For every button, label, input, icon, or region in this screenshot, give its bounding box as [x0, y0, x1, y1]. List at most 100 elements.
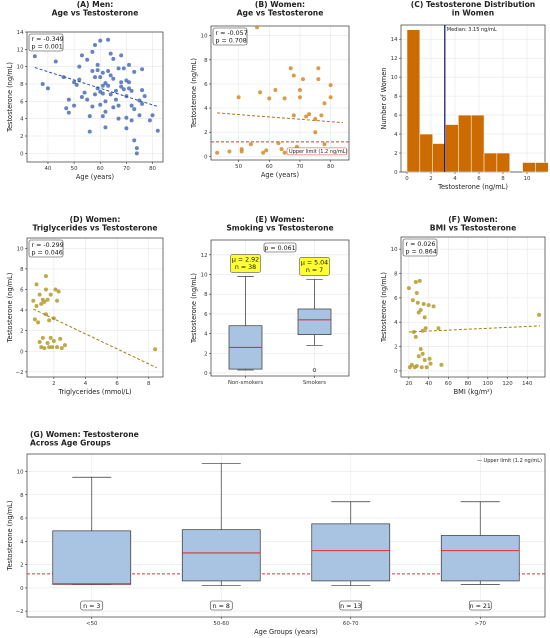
x-tick-label: 6 [115, 381, 119, 387]
data-point [37, 292, 42, 297]
stats-box [28, 33, 64, 52]
x-axis-label: Triglycerides (mmol/L) [57, 388, 131, 396]
y-tick-label: −2 [16, 370, 24, 376]
data-point [282, 96, 287, 101]
x-tick-label: 140 [522, 381, 533, 387]
y-tick-label: 6 [20, 99, 24, 105]
data-point [410, 298, 415, 303]
stats-box [28, 239, 64, 258]
data-point [116, 66, 121, 71]
chart-title-line: (B) Women: [255, 0, 305, 9]
data-point [77, 64, 82, 69]
data-point [127, 80, 131, 85]
data-point [100, 91, 105, 96]
y-tick-label: 2 [204, 130, 207, 136]
data-point [62, 343, 67, 348]
stats-line: p = 0.708 [216, 38, 247, 45]
data-point [121, 87, 126, 92]
y-axis-label: Testosterone (ng/mL) [6, 62, 14, 133]
y-tick-label: 14 [391, 37, 398, 43]
chart-title-line: (G) Women: Testosterone [30, 430, 139, 439]
box-outlier [312, 368, 317, 372]
data-point [328, 83, 333, 88]
data-point [428, 361, 433, 366]
histogram-bar [496, 152, 510, 173]
y-tick-label: 8 [20, 82, 24, 88]
x-tick-label: Non-smokers [228, 380, 264, 386]
data-point [39, 301, 44, 306]
data-point [43, 287, 48, 292]
data-point [31, 298, 36, 303]
x-tick-label: 60 [97, 166, 104, 172]
n-label: n = 13 [340, 603, 361, 610]
data-point [129, 103, 134, 108]
y-tick-label: 14 [17, 30, 24, 36]
y-axis-label: Number of Women [380, 68, 388, 130]
x-axis-label: Age (years) [76, 173, 114, 181]
data-point [418, 308, 423, 313]
y-tick-label: 4 [20, 308, 24, 314]
trend-line [34, 67, 158, 108]
data-point [142, 94, 147, 99]
x-tick-label: 60 [445, 381, 452, 387]
data-point [95, 62, 100, 67]
histogram-bar [419, 133, 433, 173]
data-point [153, 347, 158, 352]
y-tick-label: 6 [204, 312, 208, 318]
data-point [132, 138, 137, 143]
chart-title-line: BMI vs Testosterone [430, 224, 516, 233]
data-point [90, 69, 95, 73]
mean-annotation-box [299, 257, 330, 276]
data-point [79, 53, 84, 58]
data-point [140, 67, 145, 72]
data-point [108, 92, 113, 97]
data-point [297, 95, 302, 100]
data-point [51, 338, 56, 343]
data-point [53, 59, 58, 64]
y-tick-label: 8 [204, 292, 208, 298]
x-tick-label: 40 [425, 381, 432, 387]
data-point [103, 125, 108, 130]
data-point [58, 336, 63, 341]
n-label: n = 7 [306, 267, 323, 274]
trend-line [33, 308, 157, 369]
data-point [264, 148, 269, 153]
y-tick-label: 0 [204, 371, 208, 377]
test-label: p = 0.061 [264, 245, 295, 252]
y-tick-label: 2 [394, 345, 397, 351]
data-point [37, 339, 42, 344]
data-point [113, 97, 118, 102]
data-point [34, 282, 39, 287]
data-point [103, 99, 108, 104]
data-point [48, 335, 53, 340]
data-point [132, 107, 137, 112]
x-axis-label: Age (years) [261, 171, 299, 179]
y-tick-label: 10 [201, 272, 208, 278]
data-point [255, 25, 259, 30]
data-point [279, 147, 284, 152]
y-tick-label: 6 [394, 296, 398, 302]
data-point [106, 83, 111, 88]
data-point [32, 317, 37, 322]
data-point [55, 345, 60, 350]
x-tick-label: 8 [501, 176, 505, 182]
y-tick-label: 0 [394, 170, 398, 176]
y-tick-label: 0 [20, 349, 24, 355]
data-point [297, 87, 302, 92]
n-annotation-box [468, 600, 492, 611]
data-point [236, 95, 241, 100]
data-point [45, 341, 50, 346]
grid-lines [401, 237, 545, 377]
histogram-bar [406, 29, 421, 173]
data-point [93, 92, 97, 97]
chart-panel-a: (A) Men:Age vs Testosterone 0 2 4 6 8 10 12 14 40… [6, 0, 164, 181]
reference-line-label: Upper limit (1.2 ng/mL) [289, 149, 347, 155]
data-point [140, 101, 145, 106]
data-point [82, 90, 87, 95]
data-point [273, 87, 278, 92]
x-tick-label: 50 [235, 164, 242, 170]
y-tick-label: 10 [391, 75, 398, 81]
histogram-bar [470, 114, 485, 173]
data-point [419, 365, 424, 370]
x-tick-label: 4 [453, 176, 457, 182]
